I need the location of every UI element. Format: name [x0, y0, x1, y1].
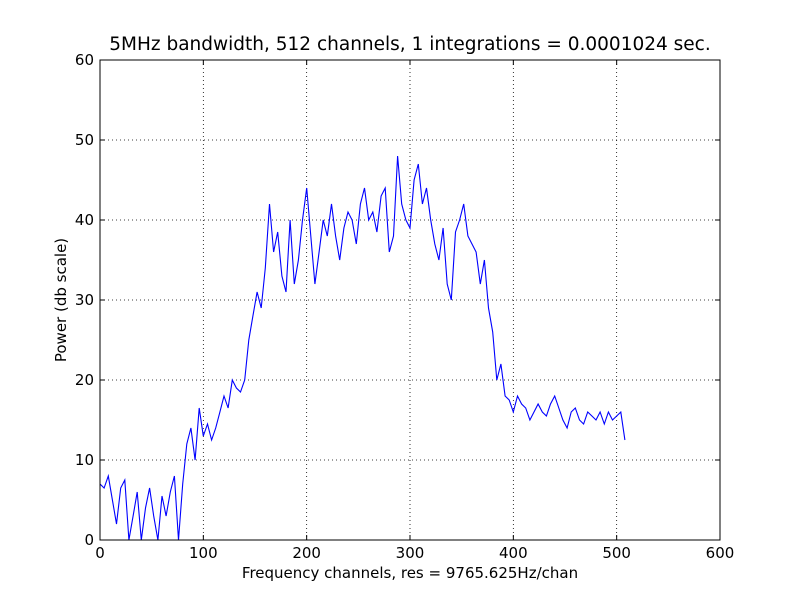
x-tick-label: 200: [292, 544, 321, 562]
y-tick-label: 30: [75, 291, 94, 309]
chart-title: 5MHz bandwidth, 512 channels, 1 integrat…: [109, 34, 711, 55]
x-tick-label: 600: [706, 544, 735, 562]
x-tick-label: 300: [396, 544, 425, 562]
y-tick-label: 50: [75, 131, 94, 149]
x-axis-label: Frequency channels, res = 9765.625Hz/cha…: [242, 564, 578, 582]
y-tick-label: 0: [84, 531, 94, 549]
y-tick-label: 40: [75, 211, 94, 229]
y-tick-label: 20: [75, 371, 94, 389]
x-tick-label: 100: [189, 544, 218, 562]
y-tick-label: 10: [75, 451, 94, 469]
y-axis-label: Power (db scale): [52, 238, 70, 362]
series-line: [99, 155, 626, 541]
x-tick-label: 0: [95, 544, 105, 562]
y-tick-labels: 0 10 20 30 40 50 60: [75, 51, 94, 549]
ticks: [99, 59, 721, 541]
x-tick-label: 400: [499, 544, 528, 562]
x-tick-labels: 0 100 200 300 400 500 600: [95, 544, 734, 562]
y-tick-label: 60: [75, 51, 94, 69]
x-tick-label: 500: [602, 544, 631, 562]
